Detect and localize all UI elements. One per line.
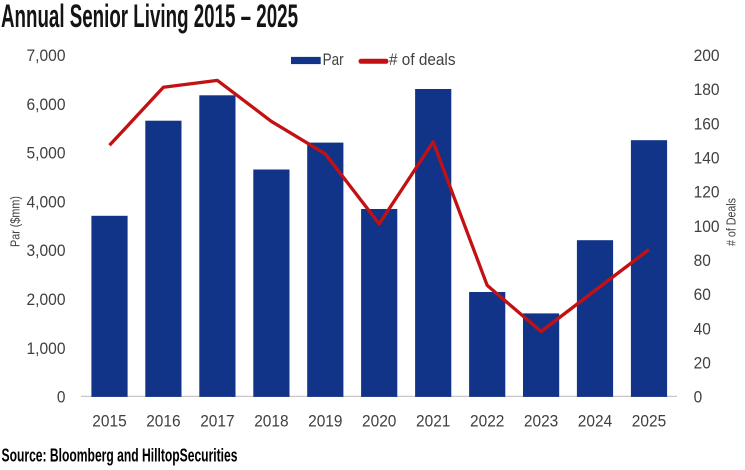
svg-text:Par: Par	[323, 50, 344, 69]
svg-text:# of deals: # of deals	[389, 50, 456, 69]
svg-text:100: 100	[694, 217, 720, 236]
svg-text:2016: 2016	[146, 412, 180, 431]
svg-text:Annual Senior Living 2015 – 20: Annual Senior Living 2015 – 2025	[1, 0, 298, 34]
svg-text:# of Deals: # of Deals	[724, 198, 738, 246]
svg-text:120: 120	[694, 183, 720, 202]
svg-text:180: 180	[694, 80, 720, 99]
svg-text:4,000: 4,000	[27, 192, 66, 211]
svg-text:2021: 2021	[416, 412, 450, 431]
svg-text:5,000: 5,000	[27, 144, 66, 163]
svg-text:6,000: 6,000	[27, 95, 66, 114]
svg-text:2018: 2018	[254, 412, 288, 431]
svg-text:Par ($mm): Par ($mm)	[7, 196, 22, 247]
svg-text:20: 20	[694, 353, 711, 372]
svg-text:0: 0	[694, 388, 703, 407]
svg-text:3,000: 3,000	[27, 241, 66, 260]
svg-text:140: 140	[694, 149, 720, 168]
svg-text:2019: 2019	[308, 412, 342, 431]
svg-text:1,000: 1,000	[27, 339, 66, 358]
svg-text:2,000: 2,000	[27, 290, 66, 309]
svg-text:40: 40	[694, 319, 711, 338]
svg-text:2025: 2025	[632, 412, 666, 431]
svg-text:160: 160	[694, 114, 720, 133]
svg-text:2015: 2015	[92, 412, 126, 431]
svg-text:7,000: 7,000	[27, 46, 66, 65]
svg-text:0: 0	[57, 388, 66, 407]
svg-text:80: 80	[694, 251, 711, 270]
svg-text:2022: 2022	[470, 412, 504, 431]
svg-text:2020: 2020	[362, 412, 396, 431]
svg-text:2017: 2017	[200, 412, 234, 431]
svg-text:2024: 2024	[578, 412, 612, 431]
svg-text:60: 60	[694, 285, 711, 304]
svg-text:Source: Bloomberg and HilltopS: Source: Bloomberg and HilltopSecurities	[2, 444, 238, 465]
svg-text:2023: 2023	[524, 412, 558, 431]
svg-text:200: 200	[694, 46, 720, 65]
